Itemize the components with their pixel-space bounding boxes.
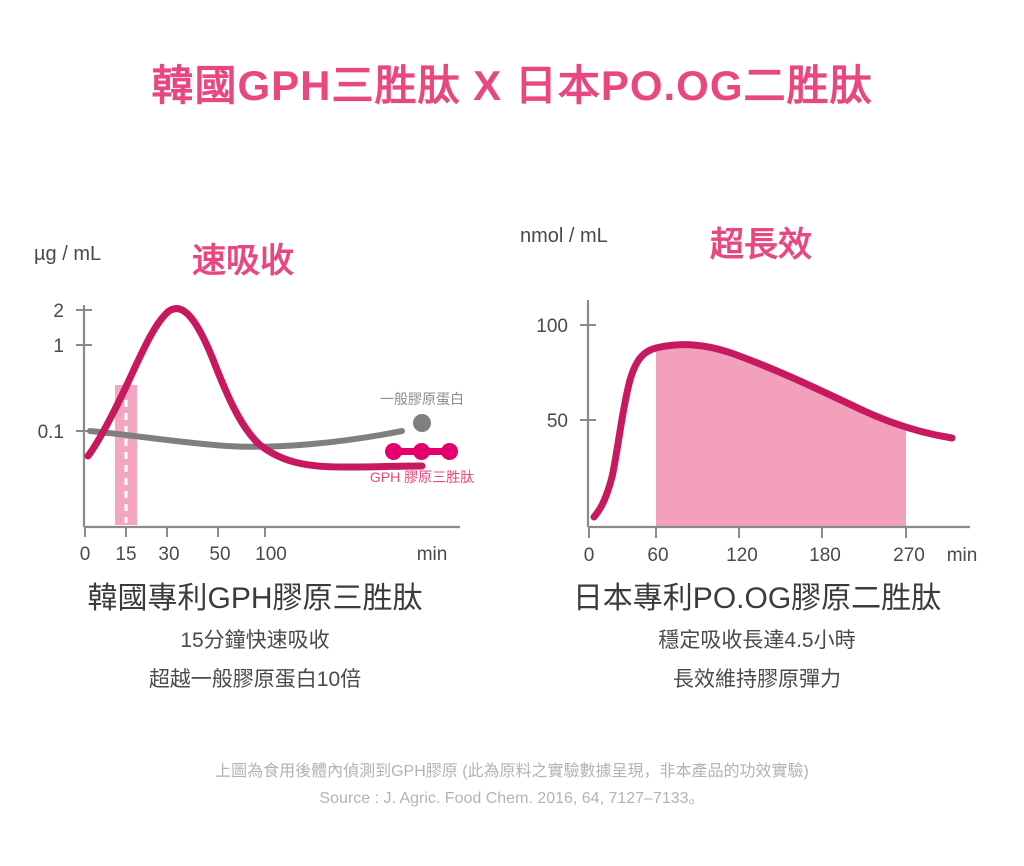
left-x-tick-label-15: 15	[115, 544, 136, 565]
left-x-tick-label-50: 50	[209, 544, 230, 565]
right-x-tick-label-120: 120	[726, 545, 758, 565]
chain-bar-2	[425, 447, 447, 455]
right-caption-title: 日本專利PO.OG膠原二胜肽	[572, 582, 942, 615]
right-x-tick-label-60: 60	[647, 545, 668, 565]
series-line-poog-dipeptide	[590, 341, 956, 521]
left-chart-area: 2 1 0.1 0 15 30 50 100 min	[12, 205, 502, 565]
footnote-block: 上圖為食用後體內偵測到GPH膠原 (此為原料之實驗數據呈現，非本產品的功效實驗)…	[0, 758, 1024, 812]
footnote-line-2: Source : J. Agric. Food Chem. 2016, 64, …	[319, 790, 705, 808]
right-panel-heading: 超長效	[710, 226, 812, 264]
left-panel-heading: 速吸收	[192, 242, 294, 280]
left-y-axis-unit-label: µg / mL	[34, 243, 102, 265]
right-y-tick-label-50: 50	[547, 411, 568, 432]
left-x-tick-label-100: 100	[255, 544, 287, 565]
right-y-axis-unit-label: nmol / mL	[520, 225, 608, 247]
left-y-tick-label-0.1: 0.1	[38, 422, 64, 443]
left-x-axis-unit-label: min	[417, 544, 448, 565]
right-caption-line-2: 長效維持膠原彈力	[673, 668, 841, 692]
right-x-tick-label-180: 180	[809, 545, 841, 565]
right-y-tick-label-100: 100	[536, 316, 568, 337]
left-caption-line-1: 15分鐘快速吸收	[180, 628, 330, 652]
left-y-tick-label-2: 2	[53, 301, 64, 322]
chain-bead-1	[385, 442, 402, 460]
legend-marker-normal-collagen	[342, 413, 502, 440]
series-line-gph-tripeptide	[84, 305, 426, 471]
left-chart-panel: µg / mL 速吸收 2 1 0.1	[12, 205, 502, 725]
gray-dot-icon	[413, 413, 431, 432]
right-chart-panel: nmol / mL 超長效 100 50 0	[510, 205, 1000, 725]
right-caption-line-1: 穩定吸收長達4.5小時	[658, 628, 856, 652]
legend-label-normal-collagen: 一般膠原蛋白	[380, 391, 464, 407]
chain-bead-2	[413, 442, 430, 460]
right-chart-area: 100 50 0 60 120 180 270 min	[510, 205, 1000, 565]
left-caption-block: 韓國專利GPH膠原三胜肽 15分鐘快速吸收 超越一般膠原蛋白10倍	[10, 580, 500, 697]
footnote-line-1: 上圖為食用後體內偵測到GPH膠原 (此為原料之實驗數據呈現，非本產品的功效實驗)	[215, 763, 809, 780]
left-chart-legend: 一般膠原蛋白 GPH 膠原三胜肽	[342, 390, 502, 487]
left-y-tick-label-1: 1	[53, 336, 64, 357]
right-x-tick-label-0: 0	[584, 545, 595, 565]
right-caption-block: 日本專利PO.OG膠原二胜肽 穩定吸收長達4.5小時 長效維持膠原彈力	[512, 580, 1002, 697]
left-chart-svg: 2 1 0.1 0 15 30 50 100 min	[38, 301, 460, 565]
legend-label-gph-tripeptide: GPH 膠原三胜肽	[369, 468, 475, 485]
left-caption-title: 韓國專利GPH膠原三胜肽	[87, 582, 423, 615]
right-x-tick-label-270: 270	[893, 545, 925, 565]
left-caption-line-2: 超越一般膠原蛋白10倍	[148, 668, 362, 692]
right-chart-svg: 100 50 0 60 120 180 270 min	[536, 300, 978, 565]
legend-marker-gph-tripeptide	[342, 442, 502, 468]
tripeptide-chain-icon	[385, 442, 459, 462]
chain-bead-3	[441, 442, 458, 460]
right-x-axis-unit-label: min	[947, 545, 978, 565]
shaded-region-60-to-270	[656, 345, 906, 527]
left-x-tick-label-30: 30	[158, 544, 179, 565]
series-line-normal-collagen	[87, 428, 405, 450]
page-title: 韓國GPH三胜肽 X 日本PO.OG二胜肽	[151, 62, 873, 109]
left-x-tick-label-0: 0	[80, 544, 91, 565]
chain-bar-1	[397, 447, 419, 455]
